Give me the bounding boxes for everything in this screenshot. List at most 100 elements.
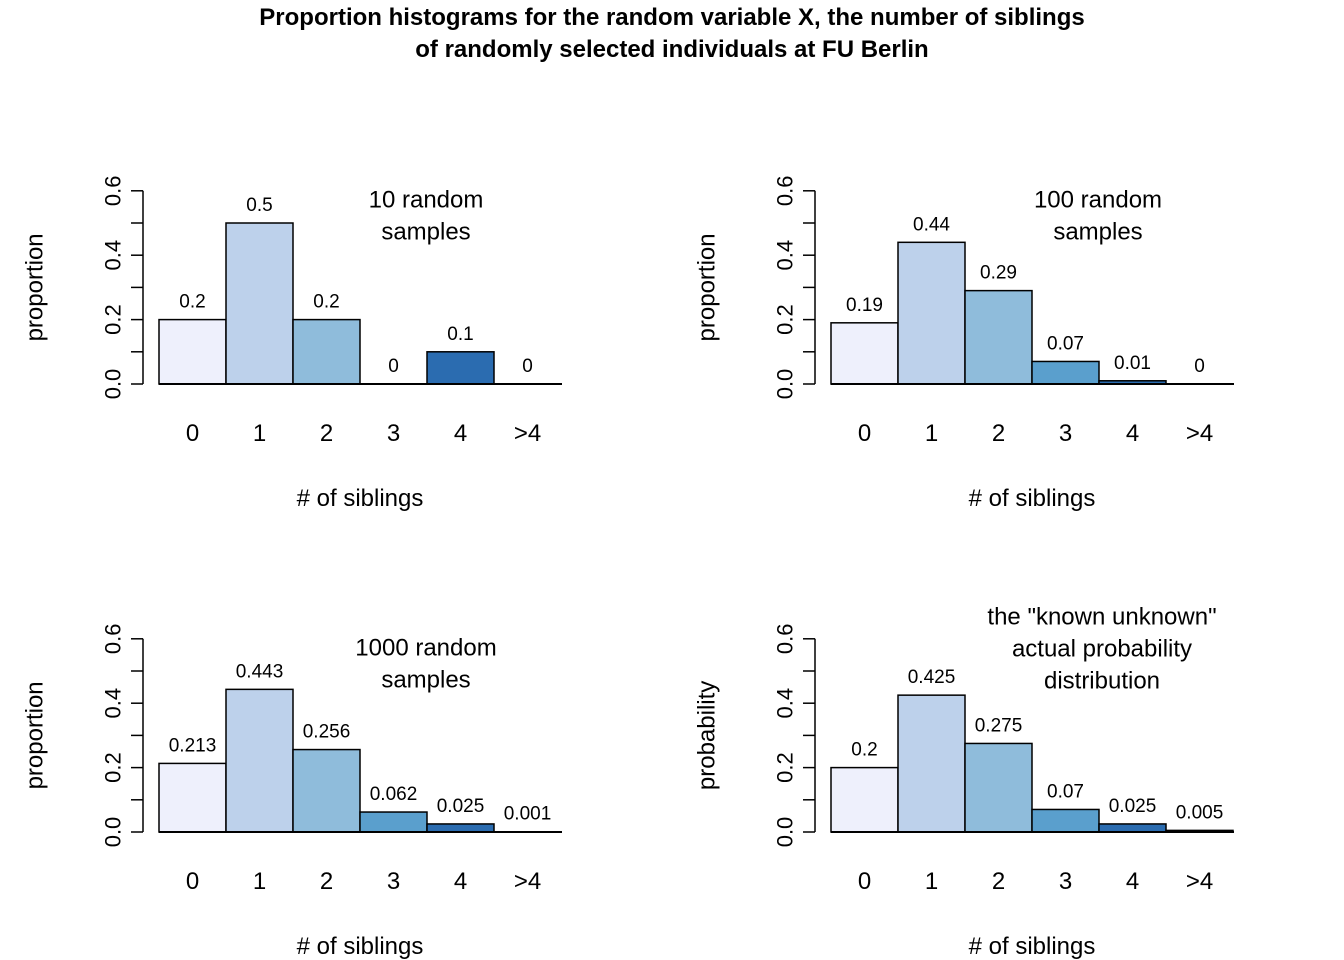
y-tick-label: 0.0 xyxy=(101,369,126,400)
y-tick-label: 0.2 xyxy=(773,304,798,335)
y-tick-label: 0.4 xyxy=(773,688,798,719)
bar xyxy=(158,318,227,385)
y-tick-label: 0.4 xyxy=(101,240,126,271)
y-tick-label: 0.2 xyxy=(101,752,126,783)
y-tick-label: 0.2 xyxy=(773,752,798,783)
bar xyxy=(426,351,495,385)
x-tick-label: 2 xyxy=(992,420,1005,447)
y-axis-label: proportion xyxy=(22,233,49,341)
x-tick-label: 1 xyxy=(925,420,938,447)
bar xyxy=(426,823,495,833)
y-axis-label: probability xyxy=(694,681,721,790)
bar xyxy=(897,241,966,385)
bar-value-label: 0.425 xyxy=(908,667,956,688)
x-tick-label: 2 xyxy=(320,868,333,895)
x-tick-label: >4 xyxy=(1186,868,1213,895)
y-axis-label: proportion xyxy=(694,233,721,341)
y-tick-label: 0.4 xyxy=(101,688,126,719)
x-axis-label: # of siblings xyxy=(297,485,424,512)
chart-title-line-2: of randomly selected individuals at FU B… xyxy=(415,36,929,63)
x-axis-label: # of siblings xyxy=(297,933,424,960)
bar-value-label: 0.001 xyxy=(504,804,552,825)
histogram-panel-1: 0.0 0.2 0.4 0.6 proportion 0.2 0 0.5 1 0.2 2 0 3 0.1 4… xyxy=(22,176,562,512)
x-tick-label: 0 xyxy=(186,868,199,895)
bar-value-label: 0.062 xyxy=(370,784,418,805)
y-tick-label: 0.6 xyxy=(101,624,126,655)
bar xyxy=(1098,823,1167,833)
x-tick-label: 3 xyxy=(387,420,400,447)
y-tick-label: 0.0 xyxy=(773,817,798,848)
bar xyxy=(964,289,1033,385)
bar xyxy=(964,742,1033,833)
bar-value-label: 0.44 xyxy=(913,214,950,235)
y-tick-label: 0.0 xyxy=(773,369,798,400)
bar xyxy=(830,322,899,385)
bar xyxy=(359,811,428,833)
y-tick-label: 0.2 xyxy=(101,304,126,335)
bar-value-label: 0 xyxy=(522,356,533,377)
histogram-panel-2: 0.0 0.2 0.4 0.6 proportion 0.19 0 0.44 1 0.29 2 0.0… xyxy=(694,176,1234,512)
bar xyxy=(292,748,361,833)
y-tick-label: 0.6 xyxy=(773,176,798,207)
x-tick-label: 2 xyxy=(320,420,333,447)
bar-value-label: 0.2 xyxy=(179,292,205,313)
x-tick-label: 4 xyxy=(454,420,467,447)
panel-annotation: the "known unknown" xyxy=(987,604,1216,631)
bar-value-label: 0.07 xyxy=(1047,333,1084,354)
x-tick-label: 2 xyxy=(992,868,1005,895)
bar xyxy=(225,688,294,833)
x-tick-label: 1 xyxy=(253,868,266,895)
x-tick-label: >4 xyxy=(1186,420,1213,447)
bar-value-label: 0 xyxy=(388,356,399,377)
bar xyxy=(897,694,966,833)
panel-annotation: 100 random xyxy=(1034,187,1162,214)
y-tick-label: 0.0 xyxy=(101,817,126,848)
bar xyxy=(158,762,227,833)
bar-value-label: 0.5 xyxy=(246,195,272,216)
bar-value-label: 0.213 xyxy=(169,735,217,756)
y-tick-label: 0.6 xyxy=(773,624,798,655)
bar-value-label: 0.1 xyxy=(447,324,473,345)
bar-value-label: 0.07 xyxy=(1047,781,1084,802)
x-tick-label: 1 xyxy=(925,868,938,895)
bar-value-label: 0.19 xyxy=(846,295,883,316)
x-axis-label: # of siblings xyxy=(969,485,1096,512)
bar-value-label: 0 xyxy=(1194,356,1205,377)
panel-annotation: samples xyxy=(1053,219,1142,246)
x-tick-label: 0 xyxy=(858,420,871,447)
x-tick-label: 4 xyxy=(1126,868,1139,895)
bar-value-label: 0.2 xyxy=(851,740,877,761)
bar-value-label: 0.443 xyxy=(236,661,284,682)
chart-title-line-1: Proportion histograms for the random var… xyxy=(259,4,1085,31)
x-tick-label: 3 xyxy=(1059,420,1072,447)
panel-annotation: samples xyxy=(381,219,470,246)
x-tick-label: >4 xyxy=(514,420,541,447)
panel-annotation: samples xyxy=(381,667,470,694)
bar-value-label: 0.025 xyxy=(437,796,485,817)
y-axis-label: proportion xyxy=(22,681,49,789)
panel-annotation: 10 random xyxy=(369,187,484,214)
panel-annotation: distribution xyxy=(1044,668,1160,695)
x-tick-label: >4 xyxy=(514,868,541,895)
bar xyxy=(225,222,294,385)
bar-value-label: 0.256 xyxy=(303,722,351,743)
x-tick-label: 1 xyxy=(253,420,266,447)
bar-value-label: 0.005 xyxy=(1176,802,1224,823)
histogram-panel-4: 0.0 0.2 0.4 0.6 probability 0.2 0 0.425 1 0.275 2 0… xyxy=(694,604,1234,960)
bar-value-label: 0.01 xyxy=(1114,353,1151,374)
bar xyxy=(1031,360,1100,385)
x-tick-label: 3 xyxy=(387,868,400,895)
panel-annotation: 1000 random xyxy=(355,635,496,662)
bar-value-label: 0.275 xyxy=(975,715,1023,736)
x-tick-label: 4 xyxy=(1126,420,1139,447)
x-tick-label: 4 xyxy=(454,868,467,895)
bar-value-label: 0.2 xyxy=(313,292,339,313)
bar-value-label: 0.025 xyxy=(1109,796,1157,817)
panel-annotation: actual probability xyxy=(1012,636,1192,663)
y-tick-label: 0.4 xyxy=(773,240,798,271)
y-tick-label: 0.6 xyxy=(101,176,126,207)
x-tick-label: 3 xyxy=(1059,868,1072,895)
histogram-panel-3: 0.0 0.2 0.4 0.6 proportion 0.213 0 0.443 1 0.256 2… xyxy=(22,624,562,960)
x-axis-label: # of siblings xyxy=(969,933,1096,960)
